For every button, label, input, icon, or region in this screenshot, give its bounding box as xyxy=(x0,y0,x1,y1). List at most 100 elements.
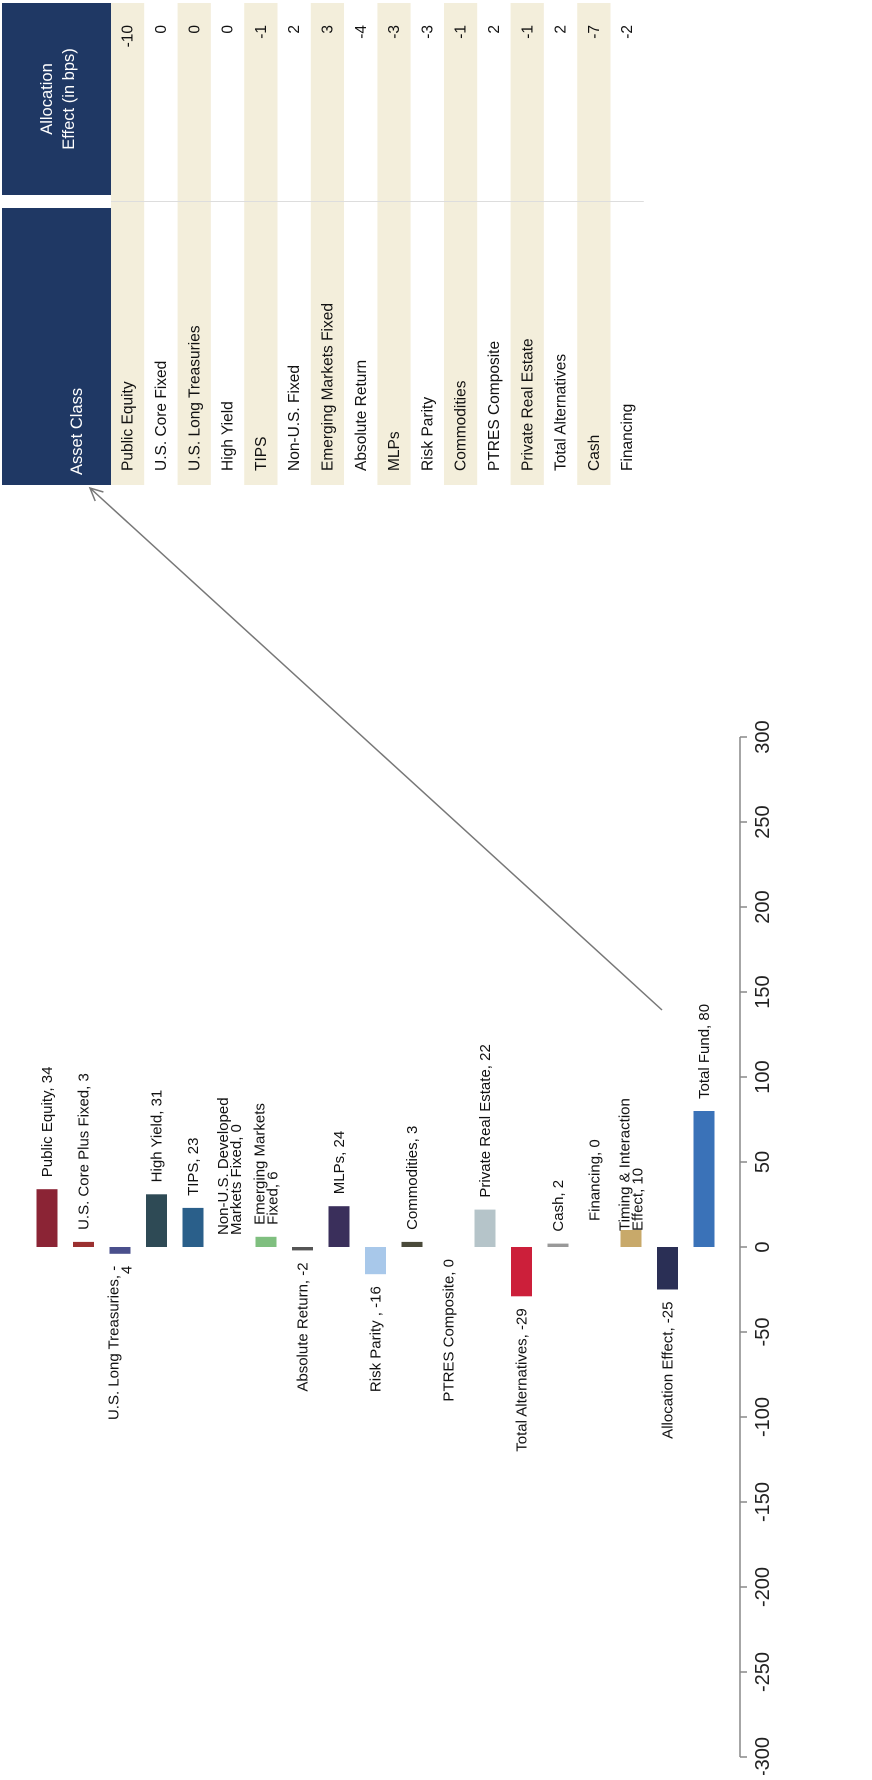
bar-labels: Public Equity, 34 U.S. Core Plus Fixed, 3… xyxy=(39,1004,713,1452)
bar-risk-parity xyxy=(365,1247,386,1275)
cell-asset-class: High Yield xyxy=(220,401,237,471)
header-allocation-effect: Allocation Effect (in bps) xyxy=(38,48,78,150)
cell-allocation-effect: -2 xyxy=(619,25,636,39)
cell-allocation-effect: 2 xyxy=(553,25,570,34)
table-row xyxy=(410,3,445,485)
cell-asset-class: Emerging Markets Fixed xyxy=(319,303,336,471)
bar-label: PTRES Composite, 0 xyxy=(441,1259,458,1402)
cell-asset-class: Total Alternatives xyxy=(553,354,570,471)
cell-asset-class: U.S. Long Treasuries xyxy=(186,325,203,471)
tick-label: 300 xyxy=(752,720,774,753)
bar-u-s-core-plus-fixed xyxy=(73,1241,94,1247)
cell-allocation-effect: -3 xyxy=(386,25,403,39)
cell-allocation-effect: 2 xyxy=(486,25,503,34)
table-row xyxy=(610,3,644,485)
bar-u-s-long-treasuries xyxy=(109,1246,131,1254)
header-asset-class-cell xyxy=(2,208,111,485)
bar-total-alternatives xyxy=(511,1246,532,1297)
header-asset-class: Asset Class xyxy=(68,388,86,475)
bar-label: MLPs, 24 xyxy=(331,1131,348,1194)
cell-allocation-effect: 2 xyxy=(286,25,303,34)
bar-total-fund xyxy=(693,1111,715,1247)
cell-allocation-effect: -3 xyxy=(419,25,436,39)
bar-mlps xyxy=(328,1206,350,1247)
bar-timing-interaction-effect xyxy=(620,1230,642,1247)
table-row xyxy=(543,3,578,485)
bar-tips xyxy=(182,1207,204,1247)
bar-commodities xyxy=(401,1241,423,1247)
table-row xyxy=(210,3,245,485)
cell-asset-class: Non-U.S. Fixed xyxy=(286,365,303,471)
value-axis: -300 -250 -200 -150 -100 -50 0 50 100 150 200 250 30… xyxy=(739,720,774,1777)
cell-asset-class: Financing xyxy=(619,404,636,471)
table-row xyxy=(310,3,345,485)
callout-arrow xyxy=(88,486,663,1011)
bar-allocation-effect xyxy=(657,1247,678,1290)
allocation-table: Asset Class Allocation Effect (in bps) Publ… xyxy=(2,3,644,485)
bar-label: TIPS, 23 xyxy=(185,1138,202,1196)
tick-label: 0 xyxy=(752,1241,774,1252)
bar-private-real-estate xyxy=(474,1209,496,1247)
bar-high-yield xyxy=(146,1194,167,1247)
table-row xyxy=(177,3,211,485)
tick-label: -200 xyxy=(752,1567,774,1607)
cell-asset-class: U.S. Core Fixed xyxy=(153,361,170,471)
bar-label: Timing & InteractionEffect, 10 xyxy=(617,1098,647,1231)
cell-allocation-effect: -1 xyxy=(253,25,270,39)
cell-allocation-effect: -10 xyxy=(120,25,137,48)
bar-label: Total Alternatives, -29 xyxy=(514,1308,531,1451)
bar-label: Commodities, 3 xyxy=(404,1126,421,1230)
bar-label: Financing, 0 xyxy=(587,1139,604,1221)
tick-label: 150 xyxy=(752,975,774,1008)
bar-label: Allocation Effect, -25 xyxy=(660,1302,677,1439)
tick-label: -150 xyxy=(752,1482,774,1522)
bar-label: Non-U.S. DevelopedMarkets Fixed, 0 xyxy=(215,1097,245,1235)
table-row xyxy=(144,3,178,485)
table-row xyxy=(377,3,411,485)
table-row xyxy=(577,3,611,485)
cell-allocation-effect: -4 xyxy=(353,25,370,39)
tick-label: 50 xyxy=(752,1151,774,1173)
cell-asset-class: TIPS xyxy=(253,437,270,471)
tick-label: 200 xyxy=(752,890,774,923)
tick-label: -50 xyxy=(752,1318,774,1347)
arrow-head xyxy=(88,486,104,502)
cell-asset-class: Commodities xyxy=(453,380,470,471)
bar-absolute-return xyxy=(292,1247,313,1251)
cell-asset-class: Cash xyxy=(586,435,603,471)
bar-label: U.S. Core Plus Fixed, 3 xyxy=(76,1073,93,1230)
bar-label: Absolute Return, -2 xyxy=(295,1262,312,1391)
cell-asset-class: Private Real Estate xyxy=(519,338,536,471)
bar-label: Public Equity, 34 xyxy=(39,1067,56,1178)
bar-label: U.S. Long Treasuries, -4 xyxy=(106,1266,136,1420)
table-row xyxy=(111,3,145,485)
cell-allocation-effect: 0 xyxy=(220,25,237,34)
arrow-line xyxy=(89,487,663,1011)
bar-emerging-markets-fixed xyxy=(255,1236,277,1247)
cell-allocation-effect: -7 xyxy=(586,25,603,39)
cell-allocation-effect: -1 xyxy=(453,25,470,39)
bar-cash xyxy=(547,1243,569,1247)
tick-label: -250 xyxy=(752,1652,774,1692)
bar-label: High Yield, 31 xyxy=(149,1090,166,1183)
table-row xyxy=(244,3,278,485)
cell-asset-class: Absolute Return xyxy=(353,360,370,471)
cell-allocation-effect: -1 xyxy=(519,25,536,39)
tick-label: 250 xyxy=(752,805,774,838)
table-row xyxy=(344,3,378,485)
bars xyxy=(36,1111,715,1297)
bar-label: Emerging MarketsFixed, 6 xyxy=(252,1103,282,1225)
tick-label: 100 xyxy=(752,1060,774,1093)
cell-asset-class: Public Equity xyxy=(120,381,137,471)
tick-label: -100 xyxy=(752,1397,774,1437)
tick-label: -300 xyxy=(752,1737,774,1775)
bar-label: Private Real Estate, 22 xyxy=(477,1044,494,1197)
bar-public-equity xyxy=(36,1189,58,1247)
cell-asset-class: Risk Parity xyxy=(419,397,436,471)
table-row xyxy=(444,3,478,485)
cell-allocation-effect: 0 xyxy=(153,25,170,34)
bar-label: Total Fund, 80 xyxy=(696,1004,713,1099)
bar-label: Cash, 2 xyxy=(550,1180,567,1232)
table-row xyxy=(477,3,511,485)
